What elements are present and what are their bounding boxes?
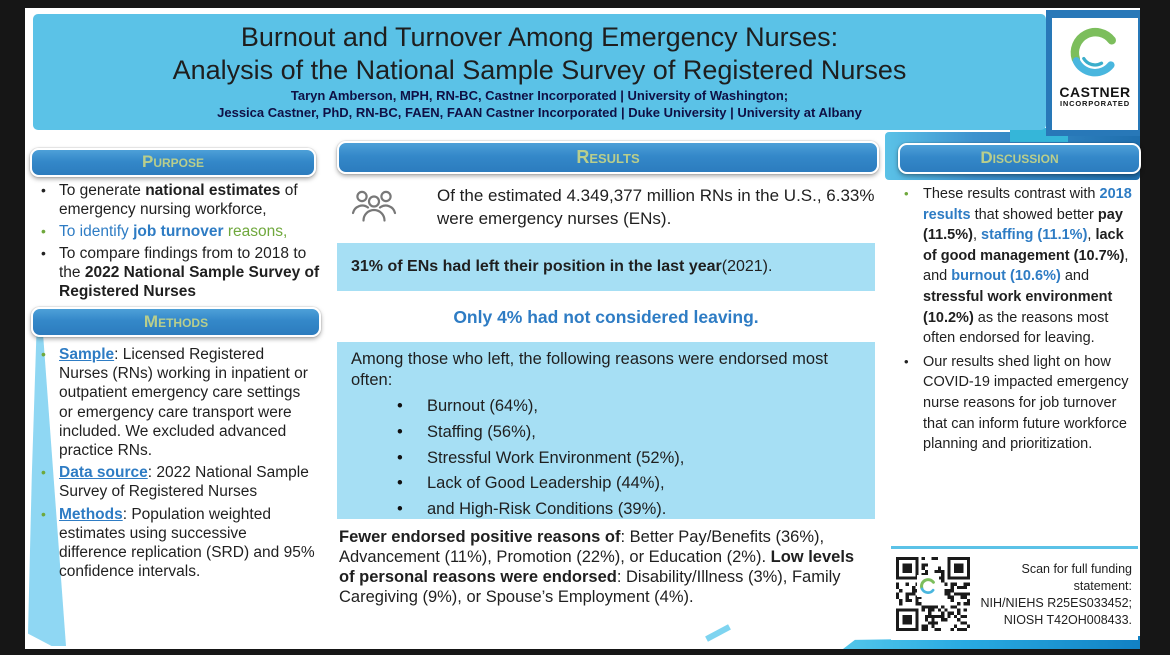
discussion-section-header: Discussion bbox=[898, 143, 1141, 174]
discussion-bullet-1: These results contrast with 2018 results… bbox=[899, 184, 1137, 349]
purpose-bullet-3: To compare findings from to 2018 to the … bbox=[33, 244, 325, 301]
positive-personal-reasons-paragraph: Fewer endorsed positive reasons of: Bett… bbox=[339, 528, 855, 606]
reason-item: Stressful Work Environment (52%), bbox=[351, 446, 861, 472]
results-section-header: Results bbox=[337, 141, 879, 174]
funding-line: Scan for full funding bbox=[1021, 562, 1133, 576]
reasons-intro: Among those who left, the following reas… bbox=[351, 350, 828, 389]
authors-line1: Taryn Amberson, MPH, RN-BC, Castner Inco… bbox=[290, 88, 789, 103]
castner-c-icon bbox=[1067, 27, 1123, 84]
authors-line2: Jessica Castner, PhD, RN-BC, FAEN, FAAN … bbox=[217, 105, 862, 120]
reasons-highlight-box: Among those who left, the following reas… bbox=[337, 342, 875, 523]
population-statement: Of the estimated 4.349,377 million RNs i… bbox=[437, 186, 875, 228]
reason-item: and High-Risk Conditions (39%). bbox=[351, 497, 861, 523]
bottom-accent-tick bbox=[705, 624, 731, 642]
qr-center-logo-icon bbox=[917, 575, 939, 597]
logo-suffix-text: INCORPORATED bbox=[1060, 99, 1130, 108]
methods-section-header: Methods bbox=[31, 307, 321, 337]
funding-line: statement: bbox=[1073, 579, 1132, 593]
purpose-section-header: Purpose bbox=[30, 148, 316, 177]
poster-title-line2: Analysis of the National Sample Survey o… bbox=[172, 55, 907, 85]
discussion-bullet-2: Our results shed light on how COVID-19 i… bbox=[899, 352, 1137, 455]
reason-item: Burnout (64%), bbox=[351, 394, 861, 420]
methods-bullet-data-source: Data source: 2022 National Sample Survey… bbox=[33, 463, 315, 501]
people-group-icon bbox=[349, 186, 399, 233]
purpose-bullet-2: To identify job turnover reasons, bbox=[33, 222, 325, 241]
funding-statement: Scan for full funding statement: NIH/NIE… bbox=[972, 561, 1132, 629]
purpose-list: To generate national estimates of emerge… bbox=[33, 181, 325, 304]
reasons-list: Burnout (64%), Staffing (56%), Stressful… bbox=[351, 394, 861, 523]
title-band: Burnout and Turnover Among Emergency Nur… bbox=[33, 14, 1046, 130]
funding-line: NIOSH T42OH008433. bbox=[1003, 613, 1132, 627]
reason-item: Staffing (56%), bbox=[351, 420, 861, 446]
poster-title-line1: Burnout and Turnover Among Emergency Nur… bbox=[240, 22, 839, 52]
funding-box: Scan for full funding statement: NIH/NIE… bbox=[891, 546, 1138, 640]
only-4-percent-line: Only 4% had not considered leaving. bbox=[453, 307, 759, 327]
left-position-highlight-box: 31% of ENs had left their position in th… bbox=[337, 243, 875, 291]
logo-brand-text: CASTNER bbox=[1059, 84, 1131, 100]
purpose-bullet-1: To generate national estimates of emerge… bbox=[33, 181, 325, 219]
funding-line: NIH/NIEHS R25ES033452; bbox=[980, 596, 1132, 610]
reason-item: Lack of Good Leadership (44%), bbox=[351, 471, 861, 497]
methods-bullet-sample: Sample: Licensed Registered Nurses (RNs)… bbox=[33, 345, 315, 460]
methods-bullet-methods: Methods: Population weighted estimates u… bbox=[33, 505, 315, 582]
castner-logo: CASTNER INCORPORATED bbox=[1052, 18, 1138, 130]
methods-list: Sample: Licensed Registered Nurses (RNs)… bbox=[33, 345, 315, 584]
discussion-list: These results contrast with 2018 results… bbox=[899, 184, 1137, 458]
population-row: Of the estimated 4.349,377 million RNs i… bbox=[337, 178, 875, 240]
research-poster: Burnout and Turnover Among Emergency Nur… bbox=[25, 8, 1141, 649]
